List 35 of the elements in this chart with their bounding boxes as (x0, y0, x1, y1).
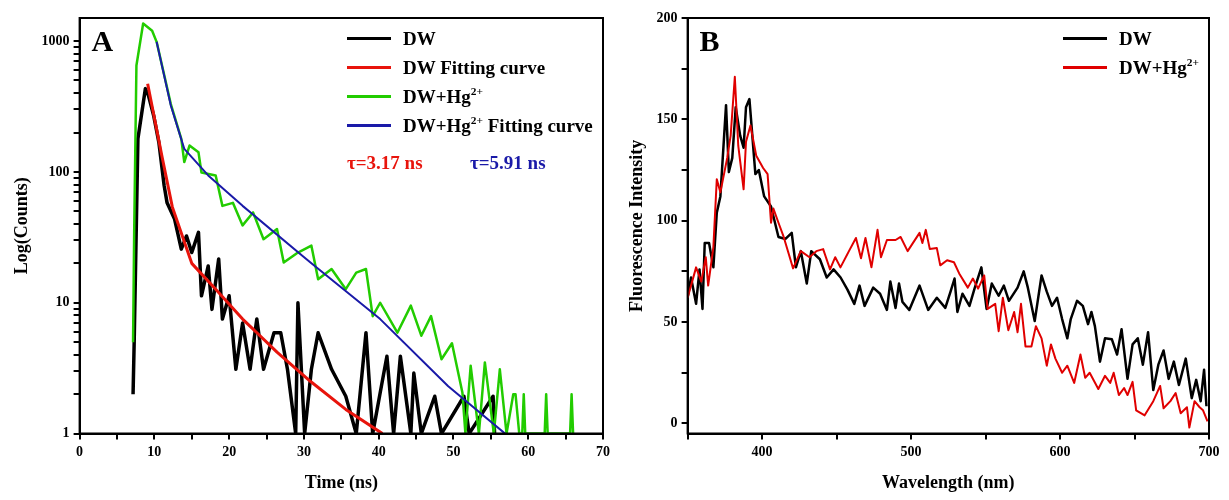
x-tick-label: 700 (1198, 443, 1220, 459)
x-tick-label: 500 (900, 443, 922, 459)
x-tick-label: 20 (222, 443, 237, 459)
legend-label: DW+Hg$^{2+}$ (403, 84, 484, 109)
annotation: τ=3.17 ns (347, 152, 423, 174)
x-tick-label: 70 (596, 443, 610, 459)
chart-title: A (91, 24, 114, 57)
y-tick-label: 1 (62, 425, 70, 441)
y-tick-label: 100 (48, 163, 70, 179)
legend-label: DW Fitting curve (403, 56, 546, 80)
y-tick-label: 100 (656, 212, 678, 228)
x-tick-label: 600 (1049, 443, 1071, 459)
legend-label: DW+Hg$^{2+}$ (1119, 55, 1200, 80)
x-tick-label: 30 (296, 443, 311, 459)
x-tick-label: 40 (371, 443, 386, 459)
x-tick-label: 50 (446, 443, 461, 459)
y-tick-label: 10 (55, 294, 70, 310)
x-tick-label: 60 (521, 443, 536, 459)
legend-label: DW+Hg$^{2+}$ Fitting curve (403, 113, 593, 138)
x-axis-title: Wavelength (nm) (882, 471, 1015, 493)
y-tick-label: 0 (670, 415, 678, 431)
x-tick-label: 400 (751, 443, 773, 459)
x-axis-title: Time (ns) (304, 471, 378, 493)
y-tick-label: 200 (656, 9, 678, 25)
annotation: τ=5.91 ns (470, 152, 546, 174)
legend-label: DW (1119, 27, 1152, 51)
chart-title: B (699, 24, 720, 57)
x-tick-label: 10 (147, 443, 162, 459)
y-tick-label: 1000 (41, 32, 70, 48)
y-axis-title: Fluorescence Intensity (626, 139, 647, 312)
y-tick-label: 50 (663, 313, 678, 329)
y-axis-title: Log(Counts) (11, 177, 33, 275)
x-tick-label: 0 (76, 443, 84, 459)
y-tick-label: 150 (656, 110, 678, 126)
legend-label: DW (403, 27, 436, 51)
